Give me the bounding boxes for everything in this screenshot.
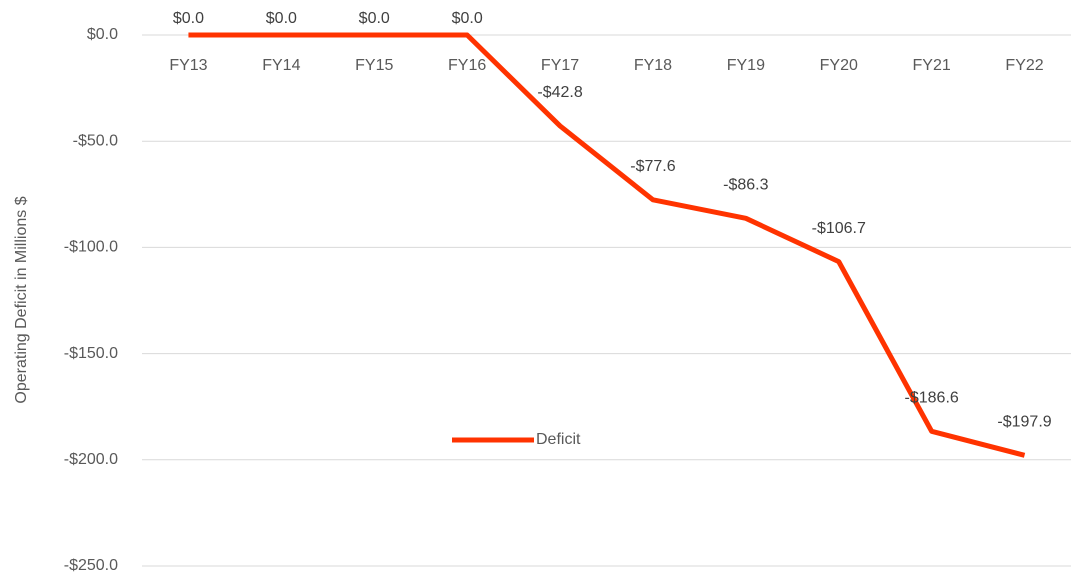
y-tick-label: -$250.0: [64, 557, 118, 574]
data-label: -$186.6: [905, 390, 959, 407]
x-tick-label: FY19: [727, 57, 765, 74]
x-tick-label: FY22: [1005, 57, 1043, 74]
legend-label: Deficit: [536, 431, 581, 448]
y-tick-label: -$100.0: [64, 239, 118, 256]
y-tick-label: -$50.0: [73, 132, 118, 149]
x-tick-label: FY18: [634, 57, 672, 74]
x-tick-label: FY21: [913, 57, 951, 74]
data-label: -$197.9: [997, 414, 1051, 431]
y-tick-label: -$150.0: [64, 345, 118, 362]
y-tick-label: -$200.0: [64, 451, 118, 468]
data-label: -$86.3: [723, 177, 768, 194]
x-tick-label: FY14: [262, 57, 300, 74]
data-label: $0.0: [452, 10, 483, 27]
x-tick-label: FY17: [541, 57, 579, 74]
data-label: $0.0: [266, 10, 297, 27]
data-label: -$42.8: [537, 84, 582, 101]
x-tick-label: FY15: [355, 57, 393, 74]
data-label: $0.0: [173, 10, 204, 27]
data-line: [188, 32, 1026, 458]
x-tick-label: FY16: [448, 57, 486, 74]
x-tick-label: FY20: [820, 57, 858, 74]
data-label: $0.0: [359, 10, 390, 27]
y-tick-label: $0.0: [87, 26, 118, 43]
data-label: -$106.7: [812, 220, 866, 237]
y-axis-title: Operating Deficit in Millions $: [13, 196, 30, 403]
x-tick-label: FY13: [169, 57, 207, 74]
data-label: -$77.6: [630, 158, 675, 175]
